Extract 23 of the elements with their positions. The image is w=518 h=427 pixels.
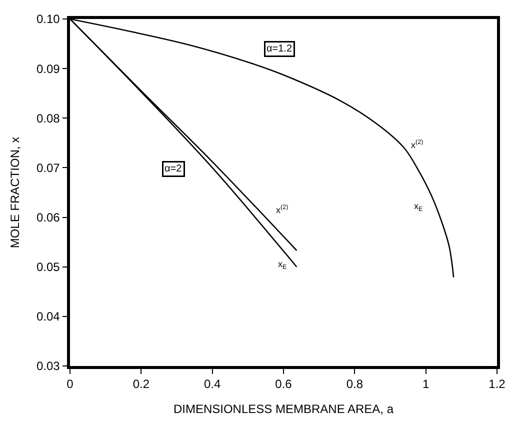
y-tick-label: 0.03: [36, 359, 60, 374]
annotation: x$^{(2)}$: [276, 204, 288, 215]
x-tick-label: 0.6: [275, 377, 292, 392]
y-tick-label: 0.06: [36, 210, 60, 224]
x-tick-label: 0.4: [204, 377, 221, 392]
y-tick-label: 0.08: [36, 111, 60, 126]
y-tick-label: 0.04: [36, 310, 60, 324]
x-tick-label: 0.8: [346, 377, 364, 392]
x-tick-label: 1.2: [488, 377, 506, 392]
x-tick-label: 0: [66, 377, 74, 392]
y-axis-title: MOLE FRACTION, x: [8, 136, 22, 248]
y-tick-label: 0.09: [36, 62, 60, 76]
y-tick-label: 0.10: [36, 12, 60, 26]
annotation: α=1.2: [266, 44, 292, 54]
x-tick-label: 0.2: [132, 377, 150, 392]
annotation: x$_{E}$: [414, 201, 423, 213]
annotation: x$_{E}$: [278, 259, 287, 271]
y-tick-label: 0.05: [36, 260, 60, 274]
x-axis-title: DIMENSIONLESS MEMBRANE AREA, a: [173, 402, 394, 416]
annotation: α=2: [164, 164, 182, 174]
y-tick-label: 0.07: [36, 160, 60, 175]
x-tick-label: 1: [422, 377, 430, 392]
annotation: x$^{(2)}$: [411, 139, 424, 150]
